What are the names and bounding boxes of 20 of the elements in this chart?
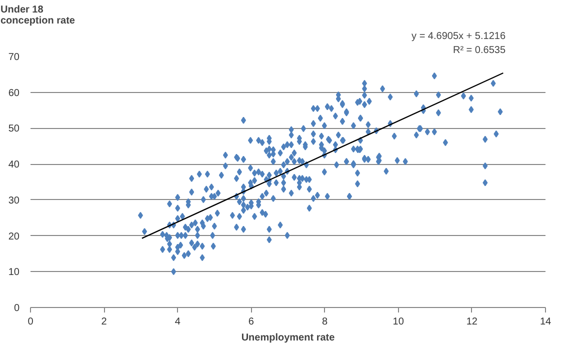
x-tick-label: 6 xyxy=(248,316,254,328)
text: R² = 0.6535 xyxy=(452,45,506,56)
y-tick-label: 0 xyxy=(14,303,20,314)
y-tick-label: 30 xyxy=(8,195,20,206)
y-tick-label: 50 xyxy=(8,124,20,135)
x-tick-label: 8 xyxy=(322,316,328,328)
y-tick-label: 40 xyxy=(8,160,20,171)
x-tick-label: 4 xyxy=(174,316,181,328)
y-tick-label: 70 xyxy=(8,52,20,63)
x-tick-label: 10 xyxy=(392,316,404,328)
x-tick-label: 2 xyxy=(101,316,108,328)
x-tick-label: 14 xyxy=(540,316,552,328)
x-tick-label: 0 xyxy=(28,316,34,328)
y-axis-title: Under 18 conception rate xyxy=(0,4,76,26)
x-axis-title: Unemployment rate xyxy=(241,332,336,344)
y-tick-label: 60 xyxy=(8,88,20,99)
text: y = 4.6905x + 5.1216 xyxy=(412,31,506,42)
x-tick-label: 12 xyxy=(466,316,478,328)
y-tick-label: 10 xyxy=(8,267,20,278)
y-tick-label: 20 xyxy=(8,231,20,242)
